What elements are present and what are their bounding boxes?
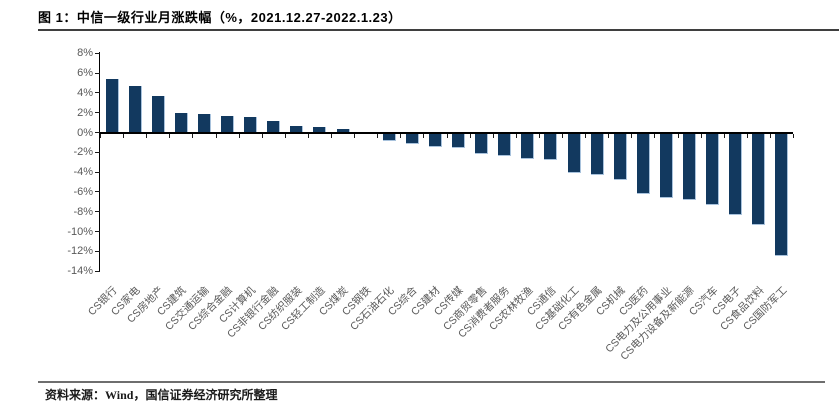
x-tick xyxy=(100,133,101,138)
y-tick-label: 4% xyxy=(77,86,93,99)
y-tick xyxy=(95,132,100,133)
x-tick xyxy=(446,133,448,138)
bar xyxy=(290,125,304,133)
bar xyxy=(197,113,211,133)
x-tick xyxy=(654,133,656,138)
x-axis-line xyxy=(100,131,793,134)
x-tick xyxy=(769,133,771,138)
x-tick xyxy=(562,133,563,138)
y-tick-label: -10% xyxy=(67,225,93,238)
bar xyxy=(544,132,558,161)
x-tick xyxy=(215,133,217,138)
bar xyxy=(336,128,350,133)
bar xyxy=(683,132,697,200)
x-tick xyxy=(723,133,725,138)
x-tick xyxy=(585,133,587,138)
y-tick-label: -2% xyxy=(73,146,93,159)
source-note: 资料来源：Wind，国信证券经济研究所整理 xyxy=(45,388,278,402)
y-axis-line xyxy=(99,52,100,273)
bar xyxy=(775,132,789,257)
bar xyxy=(590,132,604,176)
bar xyxy=(613,132,627,181)
bar xyxy=(752,132,766,225)
x-tick xyxy=(631,133,633,138)
bar xyxy=(221,115,235,133)
bar xyxy=(313,126,327,133)
y-tick xyxy=(95,231,100,232)
y-tick xyxy=(95,151,100,153)
x-tick xyxy=(331,133,332,138)
bar xyxy=(636,132,650,194)
y-tick xyxy=(95,211,100,213)
bar xyxy=(382,132,396,142)
bar xyxy=(567,132,581,174)
bar xyxy=(405,132,419,145)
y-tick-label: 0% xyxy=(77,126,93,139)
bar xyxy=(706,132,720,205)
x-tick xyxy=(469,133,471,138)
y-tick xyxy=(95,270,100,272)
bar xyxy=(659,132,673,198)
x-tick xyxy=(538,133,540,138)
y-tick-label: -8% xyxy=(73,205,93,218)
y-tick-label: 2% xyxy=(77,106,93,119)
x-tick xyxy=(700,133,702,138)
y-tick-label: -14% xyxy=(67,265,93,278)
bar xyxy=(428,132,442,148)
bar xyxy=(498,132,512,157)
title-divider xyxy=(38,29,839,31)
bar xyxy=(475,132,489,155)
x-tick xyxy=(238,133,240,138)
bar xyxy=(174,112,188,133)
x-tick xyxy=(608,133,610,138)
y-tick-label: -4% xyxy=(73,166,93,179)
y-tick xyxy=(95,250,100,252)
x-tick xyxy=(492,133,494,138)
x-tick xyxy=(515,133,517,138)
y-tick-label: 8% xyxy=(77,47,93,60)
y-tick-label: -12% xyxy=(67,245,93,258)
x-tick xyxy=(746,133,748,138)
y-tick-label: -6% xyxy=(73,185,93,198)
y-tick-label: 6% xyxy=(77,67,93,80)
x-tick xyxy=(677,133,679,138)
x-tick xyxy=(400,133,402,138)
x-tick xyxy=(169,133,171,138)
x-tick xyxy=(423,133,425,138)
bar xyxy=(128,85,142,133)
x-tick xyxy=(146,133,148,138)
x-tick xyxy=(793,133,794,138)
bar xyxy=(151,95,165,133)
x-tick xyxy=(377,133,379,138)
source-divider xyxy=(38,381,825,383)
y-tick xyxy=(95,72,100,74)
x-tick xyxy=(123,133,125,138)
x-tick xyxy=(261,133,263,138)
y-tick xyxy=(95,112,100,114)
bar xyxy=(521,132,535,160)
x-tick xyxy=(284,133,286,138)
figure-title: 图 1：中信一级行业月涨跌幅（%，2021.12.27-2022.1.23） xyxy=(38,10,402,25)
bar xyxy=(244,116,258,133)
y-tick xyxy=(95,52,100,54)
x-tick xyxy=(192,133,194,138)
bar xyxy=(729,132,743,215)
bar xyxy=(452,132,466,149)
y-tick xyxy=(95,191,100,193)
x-tick xyxy=(307,133,309,138)
y-tick xyxy=(95,92,100,94)
y-tick xyxy=(95,171,100,173)
bar xyxy=(105,79,119,133)
x-tick xyxy=(354,133,356,138)
bar xyxy=(267,120,281,133)
